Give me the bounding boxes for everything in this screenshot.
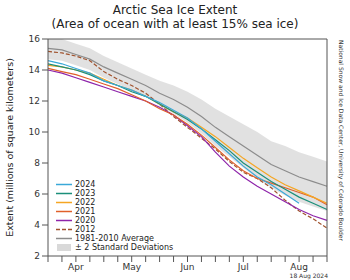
svg-text:4: 4 — [34, 220, 40, 230]
svg-text:Extent (millions of square kil: Extent (millions of square kilometers) — [8, 58, 15, 237]
svg-text:May: May — [122, 262, 141, 272]
html-text:2024: 2024 — [75, 180, 96, 189]
svg-text:10: 10 — [29, 127, 41, 137]
svg-text:2: 2 — [34, 251, 40, 261]
html-text:1981-2010 Average: 1981-2010 Average — [75, 234, 154, 243]
svg-text:14: 14 — [29, 65, 41, 75]
svg-text:Apr: Apr — [68, 262, 84, 272]
svg-text:6: 6 — [34, 189, 40, 199]
svg-text:16: 16 — [29, 34, 41, 44]
html-text:18 Aug 2024: 18 Aug 2024 — [289, 272, 328, 279]
svg-text:Jun: Jun — [179, 262, 194, 272]
html-text:2012: 2012 — [75, 225, 96, 234]
svg-text:8: 8 — [34, 158, 40, 168]
html-text:2022: 2022 — [75, 198, 96, 207]
html-text:2023: 2023 — [75, 189, 96, 198]
html-text:National Snow and Ice Data Cen: National Snow and Ice Data Center, Unive… — [338, 40, 345, 241]
html-text:2020: 2020 — [75, 216, 96, 225]
html-text:± 2 Standard Deviations: ± 2 Standard Deviations — [75, 243, 174, 252]
html-text:2021: 2021 — [75, 207, 96, 216]
svg-text:Aug: Aug — [290, 262, 308, 272]
html-text:(Area of ocean with at least 1: (Area of ocean with at least 15% sea ice… — [51, 17, 299, 31]
svg-text:12: 12 — [29, 96, 40, 106]
svg-text:Jul: Jul — [237, 262, 249, 272]
html-text:Arctic Sea Ice Extent: Arctic Sea Ice Extent — [112, 3, 238, 17]
